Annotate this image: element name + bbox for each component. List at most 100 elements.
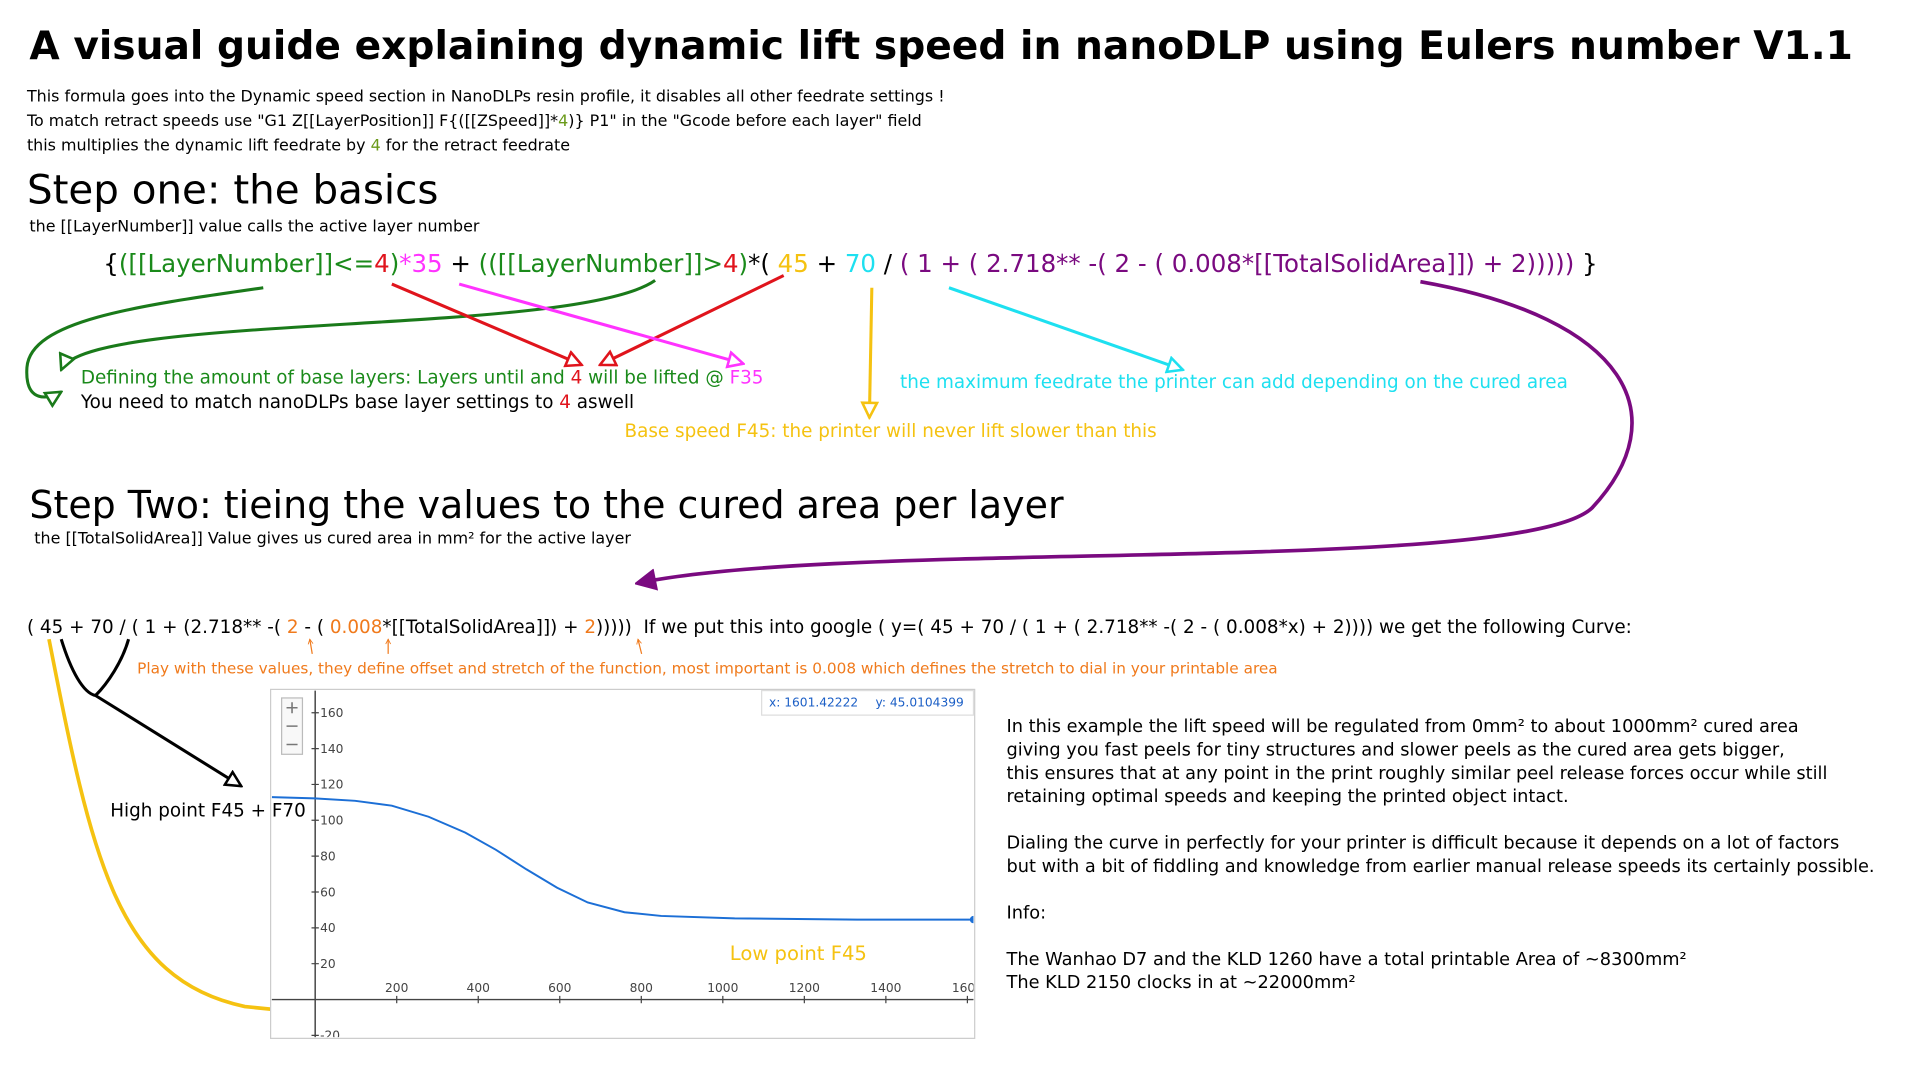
text: )} P1" in the "Gcode before each layer" … [568,111,922,130]
text: (([[LayerNumber]]> [479,249,723,278]
description-line: The KLD 2150 clocks in at ~22000mm² [1006,973,1356,993]
x-tick-label: 800 [630,981,653,995]
ticks: -20 20 40 60 80 100 120 140 160 200 400 600 800 1000 1… [271,690,983,1043]
text: ) [390,249,400,278]
x-tick-label: 1400 [870,981,901,995]
text: 45 [778,249,809,278]
y-tick-label: 120 [320,778,343,792]
text: F35 [730,367,764,388]
readout-box [761,690,975,716]
arrow [869,287,871,418]
x-tick-label: 1600 [952,981,983,995]
text: + [809,249,845,278]
label: High point F45 + F70 [110,801,306,822]
description-line: Dialing the curve in perfectly for your … [1007,834,1840,854]
text: 4 [374,249,390,278]
annotation: Base speed F45: the printer will never l… [624,421,1156,442]
text: { [103,249,119,278]
text: ( 45 + 70 / ( 1 + (2.718** -( [27,617,287,638]
note: the [[LayerNumber]] value calls the acti… [29,216,480,235]
arrow [391,282,582,365]
arrow [948,286,1183,370]
curve-end [969,915,974,924]
formula: ( 45 + 70 / ( 1 + (2.718** -( 2 - ( 0.00… [27,617,1632,638]
text: *( [748,249,778,278]
x-tick-label: 1000 [707,981,738,995]
text: ( 1 + ( 2.718** -( 2 - ( 0.008*[[TotalSo… [900,249,1574,278]
intro-line: this multiplies the dynamic lift feedrat… [27,136,570,155]
description-line: this ensures that at any point in the pr… [1007,764,1828,784]
description: In this example the lift speed will be r… [1006,717,1875,993]
text: *35 [399,249,442,278]
text: 4 [371,136,381,155]
text: 4 [571,367,583,388]
arrow [600,274,785,365]
heading: Step Two: tieing the values to the cured… [29,483,1064,527]
text: 70 [845,249,876,278]
text: Defining the amount of base layers: Laye… [81,367,571,388]
annotation: Defining the amount of base layers: Laye… [81,367,764,388]
text: If we put this into google ( y=( 45 + 70… [632,617,1632,638]
text: / [876,249,900,278]
x-tick-label: 200 [385,981,408,995]
text: ) [739,249,749,278]
tip: Play with these values, they define offs… [137,659,1278,677]
text: for the retract feedrate [381,136,570,155]
arrow [59,638,241,786]
text: To match retract speeds use "G1 Z[[Layer… [26,111,558,130]
description-line: In this example the lift speed will be r… [1007,717,1799,737]
text: aswell [571,392,634,413]
text: You need to match nanoDLPs base layer se… [80,392,559,413]
text: ))))) [596,617,632,638]
text: *[[TotalSolidArea]]) + [382,617,584,638]
text: + [443,249,479,278]
y-tick-label: 160 [320,706,343,720]
heading: Step one: the basics [27,165,438,213]
zoom-icons [286,702,298,746]
annotation: the maximum feedrate the printer can add… [900,372,1568,393]
arrow [25,286,264,397]
formula: {([[LayerNumber]]<=4)*35 + (([[LayerNumb… [96,249,1598,278]
y-tick-label: 80 [320,849,336,863]
readout: y: 45.0104399 [876,696,964,710]
text: } [1574,249,1597,278]
x-tick-label: 600 [548,981,571,995]
graph: -20 20 40 60 80 100 120 140 160 200 400 600 800 1000 1… [270,688,983,1043]
readout: x: 1601.42222 [769,696,858,710]
x-tick-label: 1200 [789,981,820,995]
x-tick-label: 400 [467,981,490,995]
arrow [61,279,656,369]
y-tick-label: 140 [320,742,343,756]
label: Low point F45 [730,942,867,965]
text: 2 [584,617,596,638]
description-line: retaining optimal speeds and keeping the… [1007,787,1569,807]
arrow [94,638,131,697]
text: will be lifted @ [582,367,729,388]
zoom-control[interactable] [281,697,304,755]
y-tick-label: 100 [320,814,343,828]
y-tick-label: 40 [320,921,336,935]
y-tick-label: 60 [320,885,336,899]
description-line: but with a bit of fiddling and knowledge… [1007,857,1875,877]
title: A visual guide explaining dynamic lift s… [29,24,1853,69]
curve [271,796,974,921]
y-tick-label: -20 [320,1029,340,1043]
description-line: giving you fast peels for tiny structure… [1007,741,1785,761]
text: 4 [558,111,568,130]
arrow [639,279,1634,583]
text: 4 [559,392,571,413]
annotations: Defining the amount of base layers: Laye… [80,367,1568,442]
arrow [310,639,312,654]
text: 0.008 [330,617,383,638]
y-tick-label: 20 [320,957,336,971]
arrow [638,639,643,655]
text: - ( [299,617,330,638]
note: the [[TotalSolidArea]] Value gives us cu… [34,529,631,548]
intro-line: To match retract speeds use "G1 Z[[Layer… [26,111,922,130]
annotation: You need to match nanoDLPs base layer se… [80,392,634,413]
intro-line: This formula goes into the Dynamic speed… [26,87,945,106]
text: 4 [723,249,739,278]
description-line: The Wanhao D7 and the KLD 1260 have a to… [1006,950,1687,970]
text: this multiplies the dynamic lift feedrat… [27,136,371,155]
